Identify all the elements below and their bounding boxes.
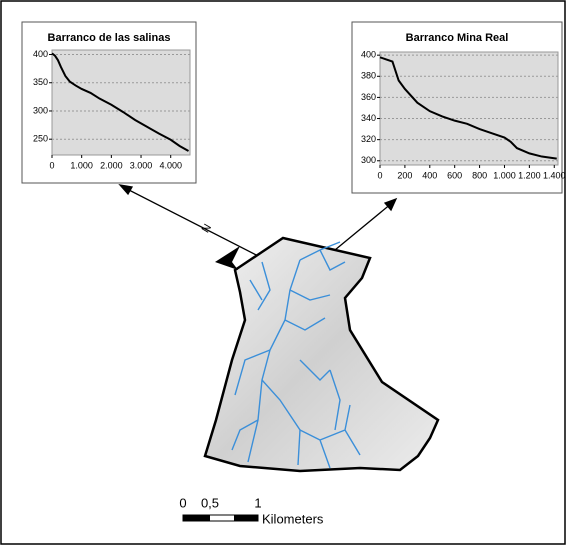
x-tick-label: 1.000 xyxy=(70,160,93,170)
y-tick-label: 340 xyxy=(361,113,376,123)
chart-title: Barranco de las salinas xyxy=(48,32,171,44)
y-tick-label: 400 xyxy=(361,50,376,60)
y-tick-label: 350 xyxy=(33,77,48,87)
scale-unit: Kilometers xyxy=(262,511,324,526)
x-tick-label: 3.000 xyxy=(130,160,153,170)
x-tick-label: 800 xyxy=(472,170,487,180)
y-tick-label: 300 xyxy=(33,105,48,115)
y-tick-label: 300 xyxy=(361,155,376,165)
x-tick-label: 0 xyxy=(49,160,54,170)
x-tick-label: 600 xyxy=(447,170,462,180)
y-tick-label: 360 xyxy=(361,92,376,102)
y-tick-label: 400 xyxy=(33,49,48,59)
scale-label: 0,5 xyxy=(201,495,219,510)
x-tick-label: 0 xyxy=(377,170,382,180)
y-tick-label: 250 xyxy=(33,134,48,144)
y-tick-label: 380 xyxy=(361,71,376,81)
x-tick-label: 2.000 xyxy=(100,160,123,170)
x-tick-label: 4.000 xyxy=(159,160,182,170)
x-tick-label: 1.400 xyxy=(543,170,566,180)
scale-label: 1 xyxy=(254,495,261,510)
y-tick-label: 320 xyxy=(361,134,376,144)
x-tick-label: 200 xyxy=(397,170,412,180)
x-tick-label: 400 xyxy=(422,170,437,180)
plot-area xyxy=(380,52,558,165)
scale-bar xyxy=(183,515,258,521)
figure: N 0 0,5 1 Kilometers Barranco de las sal… xyxy=(0,0,566,545)
x-tick-label: 1.000 xyxy=(493,170,516,180)
x-tick-label: 1.200 xyxy=(518,170,541,180)
scale-label: 0 xyxy=(179,495,186,510)
chart-title: Barranco Mina Real xyxy=(406,32,509,44)
